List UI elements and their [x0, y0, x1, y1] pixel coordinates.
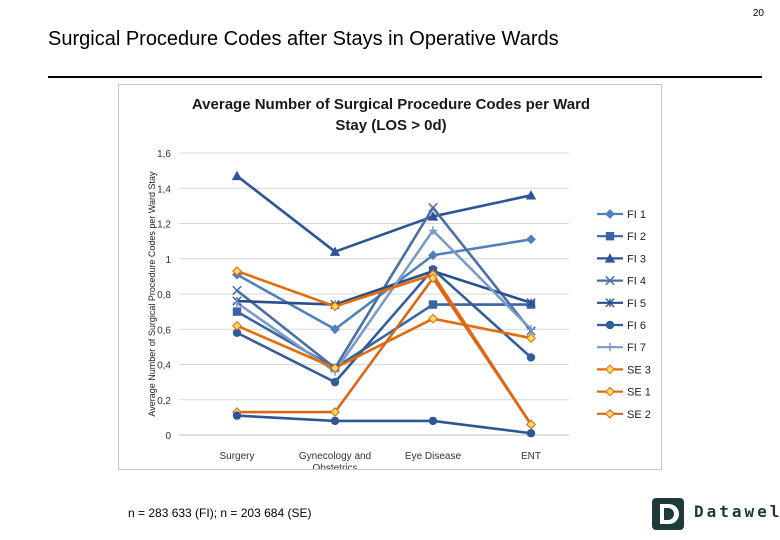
chart-title-line: Stay (LOS > 0d): [335, 117, 446, 134]
slide-title: Surgical Procedure Codes after Stays in …: [48, 28, 559, 50]
data-point: [428, 313, 438, 324]
data-point: [232, 285, 242, 296]
data-point: [428, 300, 438, 309]
data-point: [605, 209, 615, 219]
series-line-fi-7: [236, 229, 532, 373]
series-line-fi-2: [236, 303, 531, 370]
y-tick-label: 0: [165, 431, 171, 442]
legend-label: FI 6: [627, 320, 646, 332]
legend-label: FI 4: [627, 276, 646, 288]
y-tick-label: 1: [165, 255, 171, 266]
data-point: [604, 253, 616, 263]
legend-label: FI 3: [627, 253, 646, 265]
y-tick-label: 1,6: [157, 149, 171, 160]
x-tick-label: ENT: [521, 451, 541, 462]
data-point: [330, 416, 340, 426]
data-point: [428, 250, 438, 261]
chart-title-line: Average Number of Surgical Procedure Cod…: [192, 96, 590, 113]
data-point: [330, 324, 340, 335]
data-point: [232, 266, 242, 276]
data-point: [232, 298, 242, 308]
series-line-unlabeled: [236, 414, 532, 435]
data-point: [330, 363, 340, 373]
data-point: [605, 343, 615, 352]
logo-wordmark: Datawell: [694, 502, 780, 521]
data-point: [232, 411, 242, 420]
data-point: [526, 325, 536, 334]
data-point: [427, 211, 439, 221]
data-point: [232, 328, 242, 337]
x-tick-label: Surgery: [219, 451, 254, 462]
data-point-stroke: [232, 285, 242, 296]
data-point: [428, 265, 438, 274]
page-number: 20: [752, 8, 764, 19]
data-point-stroke: [605, 275, 615, 286]
data-point: [605, 364, 615, 375]
data-point: [232, 307, 242, 316]
series-line-fi-5: [236, 269, 532, 306]
data-point: [605, 408, 615, 419]
legend-label: FI 5: [627, 298, 646, 310]
data-point: [605, 298, 615, 308]
data-point: [428, 273, 438, 284]
data-point: [526, 429, 536, 438]
data-point-stroke: [428, 202, 438, 213]
footnote: n = 283 633 (FI); n = 203 684 (SE): [128, 506, 312, 520]
legend-label: SE 2: [627, 409, 651, 421]
series-line-se-2: [237, 276, 533, 426]
y-tick-label: 1,2: [157, 220, 171, 231]
data-point: [526, 333, 536, 343]
y-tick-label: 0,8: [157, 290, 171, 301]
data-point: [428, 202, 438, 213]
legend-label: FI 1: [627, 209, 646, 221]
legend-label: FI 7: [627, 342, 646, 354]
y-axis-label: Average Number of Surgical Procedure Cod…: [147, 171, 157, 417]
chart-frame: Average Number of Surgical Procedure Cod…: [118, 84, 662, 474]
data-point: [526, 234, 536, 245]
legend-label: SE 3: [627, 364, 651, 376]
x-tick-label: Obstetrics: [312, 463, 357, 469]
legend-label: FI 2: [627, 231, 646, 243]
data-point: [526, 298, 536, 308]
data-point: [330, 407, 340, 417]
series-line-fi-3: [236, 174, 532, 253]
x-tick-label: Eye Disease: [405, 451, 462, 462]
data-point: [605, 386, 615, 397]
data-point: [605, 232, 615, 241]
data-point: [428, 416, 438, 426]
data-point: [605, 320, 615, 330]
data-point: [330, 301, 340, 312]
datawell-logo-mark: [652, 498, 684, 530]
y-tick-label: 1,4: [157, 184, 171, 195]
data-point: [428, 226, 438, 235]
data-point: [231, 170, 243, 181]
y-tick-label: 0,6: [157, 325, 171, 336]
data-point: [605, 275, 615, 286]
data-point: [232, 320, 242, 331]
line-chart: Average Number of Surgical Procedure Cod…: [147, 96, 651, 474]
legend-label: SE 1: [627, 387, 651, 399]
y-tick-label: 0,4: [157, 361, 171, 372]
data-point: [525, 190, 537, 200]
title-divider: [48, 76, 762, 78]
datawell-logo: Datawell: [650, 496, 780, 532]
x-tick-label: Gynecology and: [299, 451, 371, 462]
data-point: [330, 377, 340, 387]
y-tick-label: 0,2: [157, 396, 171, 407]
series-line-fi-6: [236, 268, 532, 384]
data-point: [329, 246, 341, 256]
data-point: [526, 419, 536, 430]
data-point: [526, 353, 536, 362]
